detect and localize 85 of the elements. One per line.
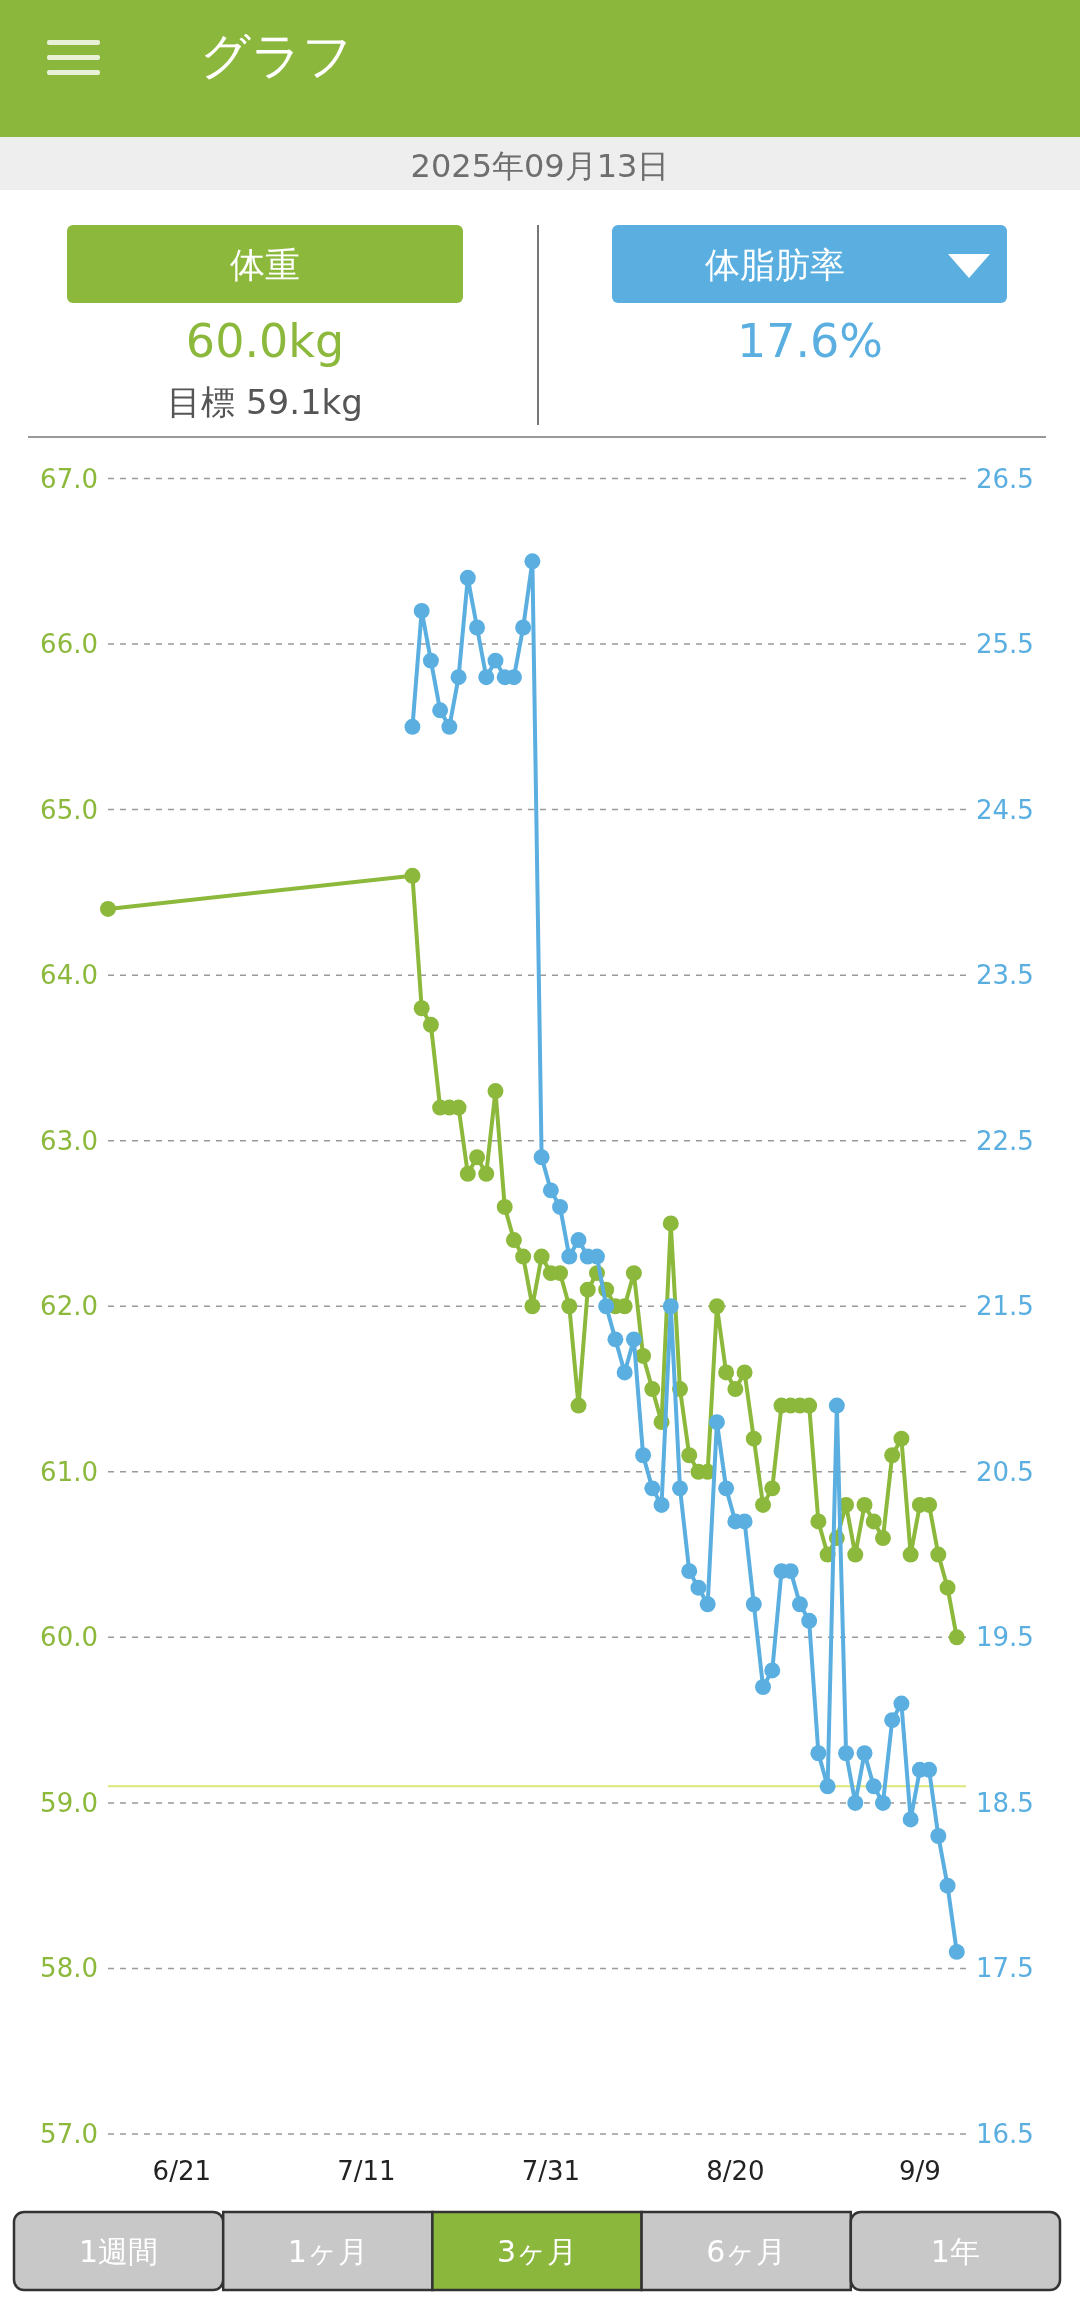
y-tick-label: 60.0 bbox=[40, 1622, 98, 1653]
chart-subtitle: 2025年09月13日 bbox=[410, 147, 670, 185]
y-tick-label: 64.0 bbox=[40, 960, 98, 991]
point bbox=[884, 1712, 901, 1729]
y2-tick-label: 22.5 bbox=[976, 1125, 1034, 1156]
text: 60.0kg bbox=[185, 314, 345, 368]
point bbox=[515, 619, 532, 636]
point bbox=[893, 1695, 910, 1712]
point bbox=[598, 1298, 615, 1315]
point bbox=[801, 1612, 818, 1629]
y2-tick-label: 25.5 bbox=[976, 629, 1034, 660]
x-tick-label: 7/31 bbox=[521, 2156, 581, 2186]
text: 3ヶ月 bbox=[496, 2234, 578, 2269]
text: 体脂肪率 bbox=[705, 245, 845, 285]
point bbox=[838, 1745, 855, 1762]
point bbox=[607, 1331, 624, 1348]
y2-tick-label: 16.5 bbox=[976, 2119, 1034, 2149]
y2-tick-label: 26.5 bbox=[976, 463, 1034, 494]
point bbox=[469, 619, 486, 636]
point bbox=[930, 1828, 947, 1844]
point bbox=[561, 1248, 578, 1265]
point bbox=[662, 1298, 679, 1315]
chart-title: グラフ bbox=[200, 27, 353, 85]
point bbox=[635, 1447, 652, 1464]
y2-tick-label: 24.5 bbox=[976, 794, 1034, 825]
point bbox=[487, 652, 504, 669]
x-tick-label: 9/9 bbox=[898, 2156, 941, 2186]
point bbox=[533, 1149, 550, 1166]
point bbox=[690, 1579, 707, 1596]
point bbox=[672, 1480, 688, 1497]
y-tick-label: 58.0 bbox=[40, 1953, 98, 1984]
point bbox=[542, 1182, 559, 1199]
x-tick-label: 7/11 bbox=[337, 2156, 396, 2186]
y-tick-label: 63.0 bbox=[40, 1125, 98, 1156]
point bbox=[699, 1596, 716, 1613]
point bbox=[552, 1198, 569, 1215]
point bbox=[791, 1596, 808, 1613]
y-tick-label: 61.0 bbox=[40, 1456, 98, 1487]
point bbox=[616, 1364, 633, 1381]
point bbox=[450, 669, 467, 686]
point bbox=[856, 1745, 873, 1762]
point bbox=[819, 1778, 836, 1795]
point bbox=[828, 1397, 845, 1414]
point bbox=[718, 1480, 735, 1497]
x-tick-label: 6/21 bbox=[152, 2156, 211, 2186]
point bbox=[810, 1745, 827, 1762]
point bbox=[644, 1480, 661, 1497]
point bbox=[478, 669, 495, 686]
point bbox=[413, 602, 430, 619]
point bbox=[939, 1877, 956, 1894]
y2-tick-label: 23.5 bbox=[976, 960, 1034, 991]
text: 目標 59.1kg bbox=[167, 382, 363, 422]
y-tick-label: 62.0 bbox=[40, 1291, 98, 1322]
y2-tick-label: 20.5 bbox=[976, 1456, 1034, 1487]
text: 体重 bbox=[230, 245, 300, 285]
point bbox=[441, 718, 458, 735]
y-tick-label: 65.0 bbox=[40, 794, 98, 825]
y2-tick-label: 19.5 bbox=[976, 1622, 1034, 1653]
point bbox=[847, 1794, 864, 1811]
point bbox=[948, 1943, 965, 1960]
y-tick-label: 66.0 bbox=[40, 629, 98, 660]
y-tick-label: 67.0 bbox=[40, 463, 98, 494]
y2-tick-label: 21.5 bbox=[976, 1291, 1034, 1322]
point bbox=[422, 652, 439, 669]
point bbox=[865, 1778, 882, 1795]
point bbox=[902, 1811, 919, 1828]
point bbox=[404, 718, 421, 735]
point bbox=[764, 1662, 781, 1679]
point bbox=[625, 1331, 642, 1348]
text: 17.6% bbox=[736, 314, 884, 368]
y-tick-label: 59.0 bbox=[40, 1787, 98, 1818]
point bbox=[459, 569, 476, 586]
point bbox=[745, 1596, 762, 1613]
point bbox=[653, 1496, 670, 1513]
point bbox=[432, 702, 449, 719]
point bbox=[570, 1232, 587, 1248]
point bbox=[708, 1414, 725, 1431]
y2-tick-label: 17.5 bbox=[976, 1953, 1034, 1984]
point bbox=[755, 1679, 772, 1695]
point bbox=[874, 1794, 891, 1811]
y2-tick-label: 18.5 bbox=[976, 1787, 1034, 1818]
x-tick-label: 8/20 bbox=[706, 2156, 765, 2186]
y-tick-label: 57.0 bbox=[40, 2119, 98, 2149]
point bbox=[524, 553, 541, 570]
point bbox=[681, 1563, 698, 1580]
